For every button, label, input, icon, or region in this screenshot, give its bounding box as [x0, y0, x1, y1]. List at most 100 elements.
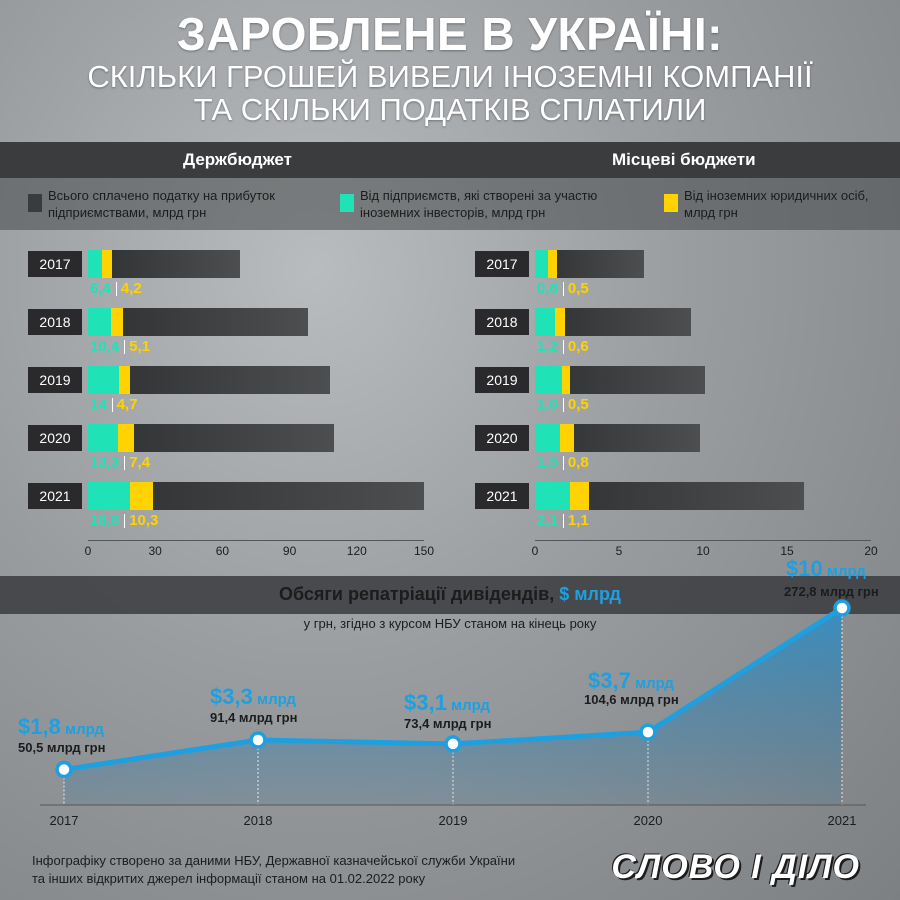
usd-label-2019: $3,1 млрд	[404, 690, 490, 716]
value-label-foreign-legal-2020: 7,4	[129, 454, 151, 471]
usd-unit: млрд	[446, 697, 490, 714]
bar-foreign-legal-2021	[570, 482, 589, 510]
x-axis-year-2021: 2021	[827, 813, 857, 828]
x-tick-label: 10	[696, 544, 710, 558]
x-tick-label: 90	[282, 544, 297, 558]
usd-unit: млрд	[822, 563, 866, 580]
bar-foreign-invest-2018	[88, 308, 112, 336]
legend-band	[0, 178, 900, 230]
source-note-line-1: Інфографіку створено за даними НБУ, Держ…	[32, 853, 516, 868]
page-subtitle-1: СКІЛЬКИ ГРОШЕЙ ВИВЕЛИ ІНОЗЕМНІ КОМПАНІЇ	[87, 59, 813, 94]
bar-foreign-legal-2017	[102, 250, 112, 278]
x-axis-line	[535, 540, 871, 541]
value-separator	[124, 514, 126, 528]
legend-swatch-foreign-legal	[664, 194, 678, 212]
year-label-2017: 2017	[28, 251, 82, 277]
value-label-foreign-invest-2017: 6,4	[90, 280, 111, 297]
panel-title-state: Держбюджет	[183, 150, 292, 169]
legend-label-total: Всього сплачено податку на прибуток підп…	[48, 188, 275, 220]
value-separator	[124, 340, 126, 354]
year-label-2021: 2021	[475, 483, 529, 509]
budgets-band	[0, 142, 900, 178]
page-title: ЗАРОБЛЕНЕ В УКРАЇНІ:	[176, 8, 723, 60]
value-label-foreign-invest-2018: 10,4	[90, 338, 120, 355]
bar-foreign-legal-2017	[548, 250, 557, 278]
bar-foreign-invest-2019	[88, 366, 120, 394]
usd-label-2018: $3,3 млрд	[210, 684, 296, 710]
x-tick-label: 30	[148, 544, 162, 558]
value-label-foreign-invest-2018: 1,2	[537, 338, 558, 355]
uah-label-2017: 50,5 млрд грн	[18, 740, 106, 755]
value-label-foreign-invest-2019: 1,6	[537, 396, 558, 413]
x-axis-year-2019: 2019	[438, 813, 468, 828]
bar-foreign-invest-2021	[88, 482, 131, 510]
value-label-foreign-invest-2017: 0,8	[537, 280, 558, 297]
value-separator	[562, 282, 564, 296]
value-label-foreign-invest-2021: 2,1	[537, 512, 558, 529]
bar-total-2017	[88, 250, 241, 278]
value-label-foreign-legal-2021: 1,1	[567, 512, 589, 529]
x-tick-label: 120	[346, 544, 367, 558]
usd-value: $3,1	[404, 690, 447, 715]
repatriation-line	[63, 605, 844, 773]
year-label-2017: 2017	[475, 251, 529, 277]
value-label-foreign-legal-2019: 4,7	[116, 396, 138, 413]
bar-foreign-invest-2017	[535, 250, 549, 278]
usd-value: $10	[786, 556, 823, 581]
panel-title-local: Місцеві бюджети	[612, 150, 756, 169]
repatriation-subtitle: у грн, згідно з курсом НБУ станом на кін…	[303, 616, 597, 631]
value-label-foreign-legal-2019: 0,5	[567, 396, 589, 413]
value-separator	[562, 340, 564, 354]
value-separator	[562, 398, 564, 412]
value-separator	[124, 456, 126, 470]
value-label-foreign-invest-2020: 1,5	[537, 454, 558, 471]
x-tick-label: 150	[413, 544, 435, 558]
usd-label-2021: $10 млрд	[786, 556, 866, 582]
header: ЗАРОБЛЕНЕ В УКРАЇНІ: СКІЛЬКИ ГРОШЕЙ ВИВЕ…	[0, 8, 900, 126]
x-tick-label: 5	[615, 544, 623, 558]
bar-foreign-legal-2019	[119, 366, 130, 394]
uah-label-2018: 91,4 млрд грн	[210, 710, 298, 725]
legend-swatch-total	[28, 194, 42, 212]
value-label-foreign-legal-2021: 10,3	[129, 512, 159, 529]
repatriation-title: Обсяги репатріації дивідендів, $ млрд	[0, 584, 900, 605]
value-label-foreign-invest-2021: 18,8	[90, 512, 120, 529]
usd-unit: млрд	[60, 721, 104, 738]
year-label-2018: 2018	[475, 309, 529, 335]
year-label-2020: 2020	[28, 425, 82, 451]
uah-label-2020: 104,6 млрд грн	[584, 692, 679, 707]
bar-foreign-invest-2021	[535, 482, 571, 510]
year-label-2021: 2021	[28, 483, 82, 509]
data-point-2018	[249, 731, 267, 749]
value-label-foreign-legal-2017: 0,5	[567, 280, 589, 297]
source-note-line-2: та інших відкритих джерел інформації ста…	[32, 871, 426, 886]
usd-value: $1,8	[18, 714, 61, 739]
usd-label-2020: $3,7 млрд	[588, 668, 674, 694]
data-point-2019	[444, 735, 462, 753]
x-axis-year-2018: 2018	[243, 813, 273, 828]
uah-label-2019: 73,4 млрд грн	[404, 716, 492, 731]
legend-label-foreign-legal: Від іноземних юридичних осіб, млрд грн	[684, 188, 869, 220]
repatriation-title-unit: $ млрд	[559, 584, 621, 604]
bar-foreign-legal-2018	[555, 308, 566, 336]
usd-value: $3,3	[210, 684, 253, 709]
bar-foreign-invest-2020	[535, 424, 561, 452]
year-label-2019: 2019	[28, 367, 82, 393]
bar-foreign-invest-2018	[535, 308, 556, 336]
legend-label-foreign-invest: Від підприємств, які створені за участю …	[360, 188, 598, 220]
x-tick-label: 15	[780, 544, 794, 558]
value-label-foreign-invest-2020: 13,3	[90, 454, 120, 471]
value-separator	[562, 456, 564, 470]
x-axis-line	[88, 540, 424, 541]
value-label-foreign-legal-2018: 0,6	[567, 338, 589, 355]
bar-foreign-legal-2019	[561, 366, 571, 394]
bar-foreign-legal-2018	[111, 308, 123, 336]
bar-foreign-legal-2021	[130, 482, 154, 510]
year-label-2020: 2020	[475, 425, 529, 451]
legend-swatch-foreign-invest	[340, 194, 354, 212]
value-separator	[115, 282, 117, 296]
year-label-2018: 2018	[28, 309, 82, 335]
value-label-foreign-legal-2017: 4,2	[120, 280, 142, 297]
bar-foreign-invest-2017	[88, 250, 103, 278]
repatriation-title-text: Обсяги репатріації дивідендів,	[279, 584, 555, 604]
